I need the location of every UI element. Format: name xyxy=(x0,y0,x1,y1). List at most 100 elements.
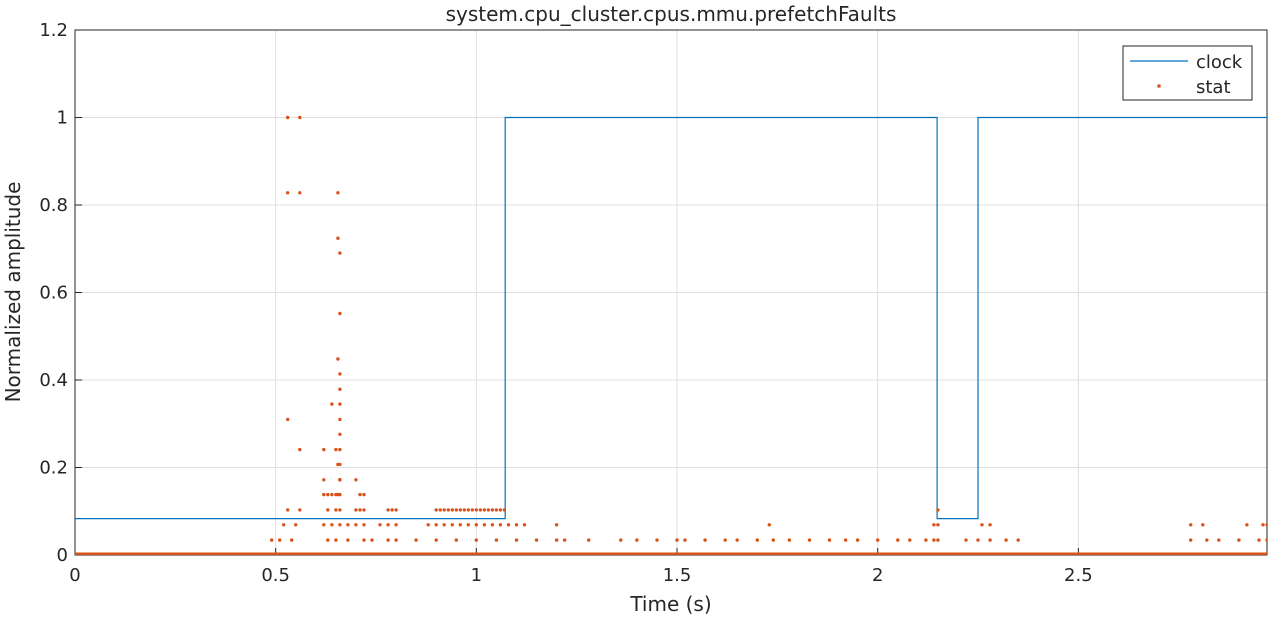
x-tick-label: 0 xyxy=(69,565,80,586)
series-stat-point xyxy=(338,432,342,436)
series-stat-point xyxy=(683,538,687,542)
series-stat-point xyxy=(980,523,984,527)
series-stat-point xyxy=(338,492,342,497)
series-stat-point xyxy=(454,538,458,542)
series-stat-point xyxy=(426,523,430,527)
series-stat-point xyxy=(988,523,992,527)
series-stat-point xyxy=(1004,538,1008,542)
series-stat-point xyxy=(494,508,499,512)
series-stat-point xyxy=(346,538,350,542)
series-layer xyxy=(75,115,1267,555)
series-stat-point xyxy=(908,538,912,542)
series-stat-point xyxy=(298,447,302,452)
series-stat-point xyxy=(338,478,342,482)
x-tick-label: 2.5 xyxy=(1064,565,1093,586)
legend-stat-label: stat xyxy=(1196,77,1231,98)
series-stat-point xyxy=(1265,523,1267,527)
series-stat-point xyxy=(334,492,338,497)
series-stat-point xyxy=(338,387,342,391)
series-stat-point xyxy=(270,538,274,542)
series-stat-point xyxy=(855,538,860,542)
y-tick-label: 0.4 xyxy=(39,370,68,391)
series-stat-point xyxy=(336,236,340,240)
x-tick-label: 0.5 xyxy=(261,565,290,586)
series-stat-point xyxy=(767,523,771,527)
chart-title: system.cpu_cluster.cpus.mmu.prefetchFaul… xyxy=(446,2,897,26)
series-stat-point xyxy=(322,478,326,482)
series-stat-point xyxy=(1016,538,1020,542)
series-stat-point xyxy=(964,538,968,542)
series-stat-point xyxy=(490,508,495,512)
series-stat-point xyxy=(936,538,940,542)
series-stat-point xyxy=(936,523,940,527)
series-stat-point xyxy=(534,538,539,542)
series-stat-point xyxy=(442,523,446,527)
series-stat-point xyxy=(486,508,491,512)
series-stat-point xyxy=(330,523,334,527)
series-stat-point xyxy=(394,538,398,542)
series-stat-point xyxy=(735,538,739,542)
series-stat-point xyxy=(1217,538,1221,542)
series-stat-point xyxy=(655,538,659,542)
x-axis-label: Time (s) xyxy=(629,592,711,616)
series-stat-point xyxy=(338,311,342,316)
series-stat-point xyxy=(635,538,639,542)
series-clock-line xyxy=(75,116,1267,520)
series-stat-point xyxy=(1257,538,1261,542)
series-stat-point xyxy=(827,538,832,542)
y-tick-label: 1.2 xyxy=(39,20,68,41)
series-stat-point xyxy=(330,402,334,406)
y-tick-label: 0 xyxy=(57,545,68,566)
legend-clock-label: clock xyxy=(1196,52,1243,73)
series-stat-point xyxy=(326,538,330,542)
series-stat-point xyxy=(1237,538,1241,542)
series-stat-point xyxy=(522,523,527,527)
series-stat-point xyxy=(390,508,394,512)
series-stat-point xyxy=(458,523,462,527)
series-stat-point xyxy=(378,523,382,527)
series-stat-point xyxy=(755,538,759,542)
series-stat-point xyxy=(498,523,503,527)
series-stat-point xyxy=(924,538,928,542)
series-stat-point xyxy=(587,538,591,542)
series-stat-point xyxy=(562,538,567,542)
series-stat-point xyxy=(442,508,446,512)
series-stat-point xyxy=(394,523,398,527)
series-stat-point xyxy=(354,478,358,482)
series-stat-point xyxy=(338,251,342,255)
series-stat-point xyxy=(330,492,334,497)
series-stat-point xyxy=(771,538,775,542)
series-stat-point xyxy=(354,508,358,512)
series-stat-point xyxy=(458,508,462,512)
series-stat-point xyxy=(362,492,366,497)
series-stat-point xyxy=(843,538,848,542)
series-stat-point xyxy=(282,523,286,527)
series-stat-point xyxy=(414,538,418,542)
series-stat-point xyxy=(338,372,342,376)
series-stat-point xyxy=(1189,538,1193,542)
series-stat-point xyxy=(454,508,458,512)
series-stat-point xyxy=(450,523,454,527)
series-stat-point xyxy=(362,523,366,527)
axis-ticks: 0 0.5 1 1.5 2 2.5 0 0.2 0.4 0.6 0.8 1 1.2 xyxy=(39,20,1092,586)
series-stat-point xyxy=(286,115,290,120)
series-stat-point xyxy=(434,508,438,512)
series-stat-point xyxy=(286,191,290,195)
series-stat-point xyxy=(482,523,487,527)
series-stat-point xyxy=(438,508,442,512)
series-stat-point xyxy=(474,538,478,542)
series-stat-point xyxy=(294,523,298,527)
series-stat-point xyxy=(474,508,478,512)
series-stat-point xyxy=(336,357,340,361)
series-stat-point xyxy=(298,191,302,195)
series-stat-point xyxy=(338,447,342,452)
series-stat-point xyxy=(466,508,470,512)
series-stat-point xyxy=(334,538,338,542)
x-tick-label: 1 xyxy=(471,565,482,586)
series-stat-point xyxy=(446,508,450,512)
series-stat-point xyxy=(723,538,727,542)
series-stat-point xyxy=(338,523,342,527)
y-tick-label: 1 xyxy=(57,108,68,129)
series-stat-point xyxy=(976,538,980,542)
series-stat-point xyxy=(1205,538,1209,542)
